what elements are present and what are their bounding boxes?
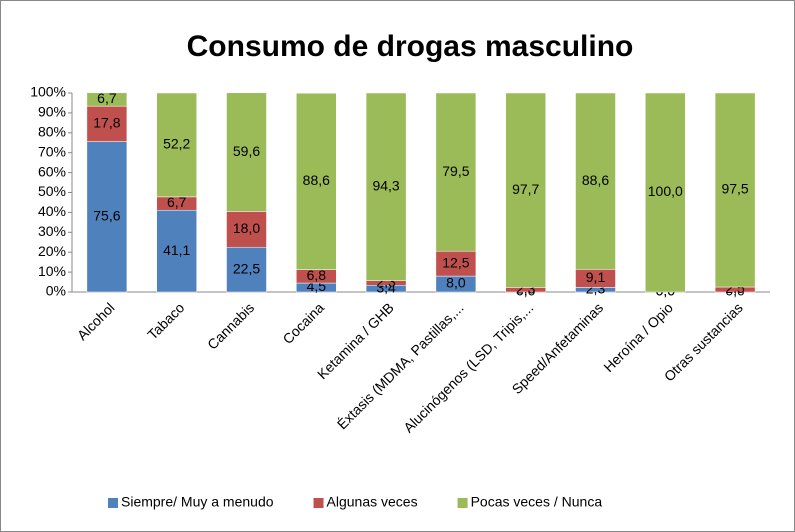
y-tick-label: 80%	[38, 124, 66, 140]
bar	[86, 141, 128, 293]
data-label: 18,0	[233, 220, 260, 236]
data-label: 8,0	[446, 275, 466, 291]
legend-swatch	[457, 498, 468, 508]
bar	[156, 209, 197, 293]
legend-label: Siempre/ Muy a menudo	[121, 494, 274, 510]
data-label: 17,8	[93, 115, 120, 131]
y-tick-label: 30%	[38, 223, 66, 239]
bar	[575, 92, 616, 270]
bar	[505, 92, 546, 288]
y-tick-label: 70%	[38, 143, 66, 159]
legend-label: Algunas veces	[327, 494, 418, 510]
bar	[435, 92, 477, 252]
data-label: 6,7	[97, 90, 117, 106]
bar	[226, 246, 267, 293]
data-label: 88,6	[582, 172, 609, 188]
bar	[365, 92, 407, 281]
data-label: 6,7	[167, 194, 187, 210]
data-label: 59,6	[233, 143, 260, 159]
y-tick-label: 50%	[38, 183, 66, 199]
y-tick-label: 0%	[46, 283, 66, 299]
data-label: 12,5	[442, 254, 469, 270]
bar	[156, 92, 197, 198]
legend-label: Pocas veces / Nunca	[471, 494, 603, 510]
bar	[714, 92, 756, 288]
data-label: 79,5	[442, 163, 469, 179]
data-label: 6,8	[307, 267, 327, 283]
y-tick-label: 40%	[38, 203, 66, 219]
bar	[86, 105, 128, 142]
y-tick-label: 90%	[38, 104, 66, 120]
bar	[645, 92, 686, 293]
y-tick-label: 10%	[38, 263, 66, 279]
data-label: 94,3	[372, 178, 399, 194]
data-label: 41,1	[163, 242, 190, 258]
y-tick-label: 60%	[38, 163, 66, 179]
data-label: 97,5	[721, 181, 748, 197]
chart-title: Consumo de drogas masculino	[187, 30, 634, 63]
bar	[226, 211, 267, 248]
y-tick-label: 20%	[38, 243, 66, 259]
legend-swatch	[313, 498, 324, 508]
bar	[226, 92, 267, 212]
data-label: 22,5	[233, 260, 260, 276]
y-tick-label: 100%	[30, 84, 66, 100]
legend-swatch	[108, 498, 118, 508]
data-label: 9,1	[586, 269, 606, 285]
data-label: 88,6	[303, 172, 330, 188]
data-label: 100,0	[648, 183, 683, 199]
bar	[86, 92, 128, 107]
data-label: 75,6	[93, 207, 120, 223]
bar	[296, 92, 337, 270]
data-label: 52,2	[163, 136, 190, 152]
data-label: 97,7	[512, 181, 539, 197]
